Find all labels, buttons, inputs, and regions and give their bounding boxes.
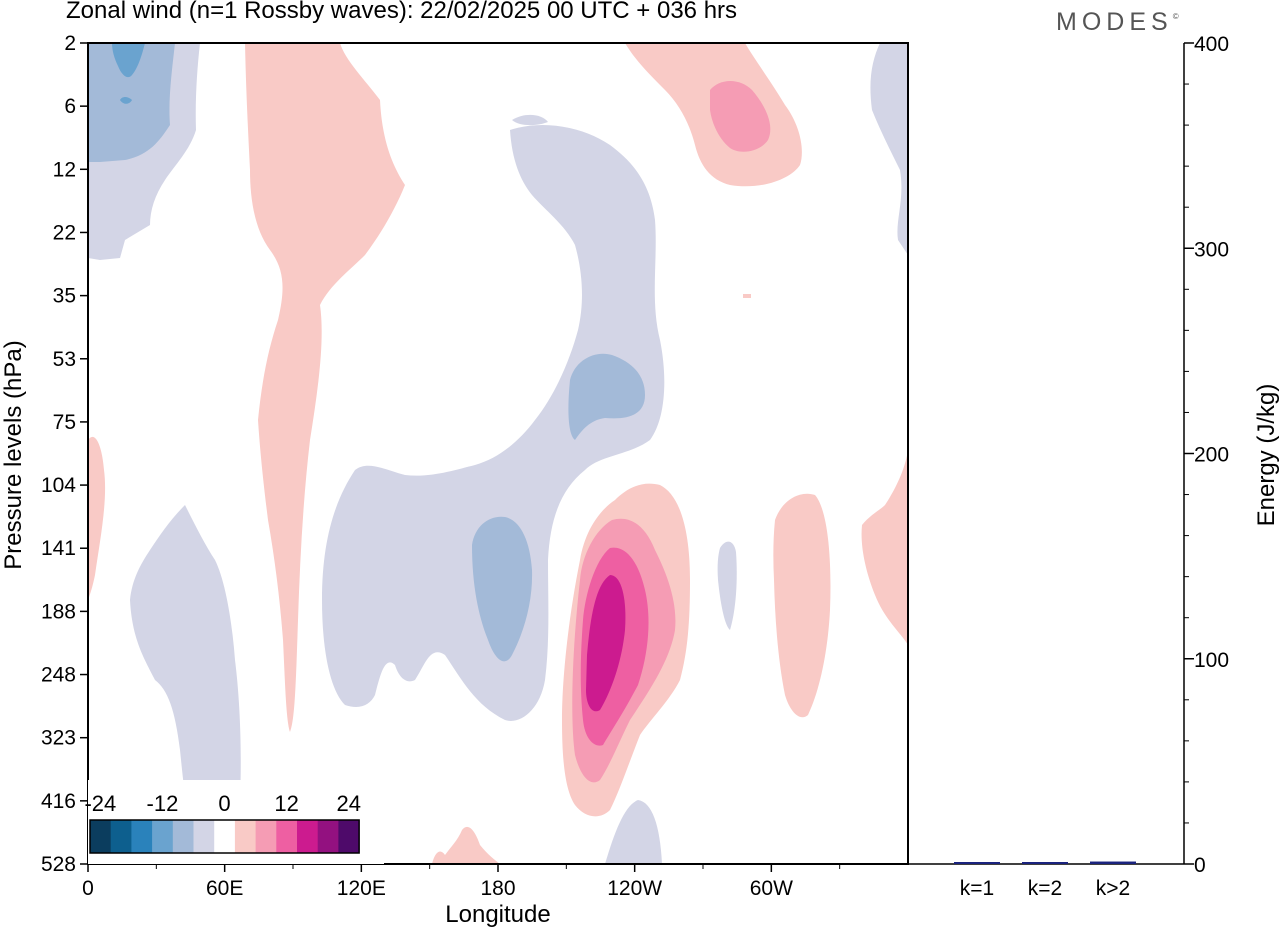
energy-tick-label: 300 — [1194, 238, 1229, 261]
brand-text: MODES — [1056, 8, 1173, 36]
pressure-tick-label: 35 — [53, 285, 76, 308]
contour-neg4-bottom — [605, 800, 662, 864]
contour-neg4-central-arc — [322, 125, 665, 721]
colorbar: -24 -12 0 12 24 — [84, 780, 384, 864]
contour-pos4-speck-2 — [281, 506, 284, 512]
longitude-axis-ticks: 0 60E 120E 180 120W 60W — [82, 864, 841, 900]
longitude-tick-label: 120E — [337, 877, 386, 900]
brand-logo: MODES© — [1056, 8, 1179, 37]
pressure-tick-label: 323 — [41, 727, 76, 750]
energy-bar — [1022, 862, 1068, 864]
colorbar-swatch — [131, 820, 153, 853]
energy-bar-label: k=1 — [960, 877, 994, 900]
colorbar-tick-label: -24 — [84, 791, 116, 816]
longitude-tick-label: 120W — [607, 877, 662, 900]
contour-pos4-west-edge — [88, 436, 106, 600]
contour-pos4-ridge — [245, 43, 405, 732]
colorbar-swatch — [255, 820, 277, 853]
energy-bar-labels: k=1 k=2 k>2 — [960, 877, 1130, 900]
contour-pos4-speck-1 — [743, 294, 751, 298]
pressure-tick-label: 416 — [41, 790, 76, 813]
energy-bar — [954, 862, 1000, 864]
pressure-tick-label: 12 — [53, 158, 76, 181]
energy-bars — [954, 861, 1136, 864]
pressure-tick-label: 75 — [53, 411, 76, 434]
colorbar-tick-label: 24 — [337, 791, 361, 816]
pressure-axis-ticks: 2 6 12 22 35 53 75 104 141 188 248 323 416 528 — [41, 32, 88, 876]
pressure-tick-label: 53 — [53, 348, 76, 371]
y-axis-title: Pressure levels (hPa) — [0, 340, 27, 569]
longitude-tick-label: 60W — [750, 877, 793, 900]
colorbar-swatch — [172, 820, 194, 853]
pressure-tick-label: 104 — [41, 474, 76, 497]
colorbar-swatch — [110, 820, 132, 853]
energy-tick-label: 100 — [1194, 649, 1229, 672]
colorbar-swatch — [193, 820, 215, 853]
pressure-tick-label: 188 — [41, 600, 76, 623]
colorbar-swatch — [338, 820, 360, 853]
contour-field — [88, 43, 908, 864]
energy-bar-label: k>2 — [1096, 877, 1130, 900]
colorbar-tick-label: 0 — [218, 791, 230, 816]
contour-pos4-east-edge — [861, 450, 908, 645]
contour-neg4-small-top — [512, 114, 548, 126]
longitude-tick-label: 0 — [82, 877, 94, 900]
colorbar-swatch — [317, 820, 339, 853]
colorbar-tick-label: 12 — [274, 791, 298, 816]
energy-tick-label: 400 — [1194, 33, 1229, 56]
contour-neg16-west-cell — [120, 97, 132, 104]
longitude-tick-label: 180 — [480, 877, 515, 900]
x-axis-title: Longitude — [445, 901, 550, 928]
longitude-tick-label: 60E — [206, 877, 243, 900]
contour-neg16-west-top — [112, 43, 145, 78]
colorbar-frame — [89, 819, 360, 854]
pressure-tick-label: 528 — [41, 853, 76, 876]
colorbar-swatch — [234, 820, 257, 853]
chart-title: Zonal wind (n=1 Rossby waves): 22/02/202… — [66, 0, 738, 24]
contour-neg4-southwest — [130, 505, 241, 864]
pressure-tick-label: 6 — [64, 95, 76, 118]
contour-pos4-east-lower — [773, 493, 831, 718]
pressure-tick-label: 2 — [64, 32, 76, 55]
contour-neg8-lower — [472, 516, 533, 662]
colorbar-swatch — [214, 820, 236, 853]
pressure-tick-label: 22 — [53, 221, 76, 244]
colorbar-swatch — [276, 820, 298, 853]
energy-axis-ticks: 0 100 200 300 400 — [1184, 33, 1229, 877]
contour-pos16-main — [586, 575, 626, 712]
energy-tick-label: 200 — [1194, 444, 1229, 467]
contour-pos4-bottom — [432, 826, 500, 864]
energy-axis-title: Energy (J/kg) — [1253, 384, 1280, 527]
colorbar-swatch — [90, 820, 112, 853]
contour-neg4-east-edge — [870, 43, 908, 255]
pressure-tick-label: 141 — [41, 537, 76, 560]
energy-tick-label: 0 — [1194, 854, 1206, 877]
colorbar-swatch — [297, 820, 319, 853]
colorbar-tick-label: -12 — [147, 791, 179, 816]
colorbar-swatch — [152, 820, 174, 853]
contour-neg8-central — [568, 353, 645, 440]
brand-mark: © — [1172, 12, 1179, 21]
contour-neg4-stripe — [717, 541, 737, 630]
contour-pos8-top-right — [710, 81, 771, 152]
contour-neg8-west-top — [88, 43, 175, 162]
energy-bar — [1090, 861, 1136, 864]
pressure-tick-label: 248 — [41, 664, 76, 687]
energy-bar-label: k=2 — [1028, 877, 1062, 900]
